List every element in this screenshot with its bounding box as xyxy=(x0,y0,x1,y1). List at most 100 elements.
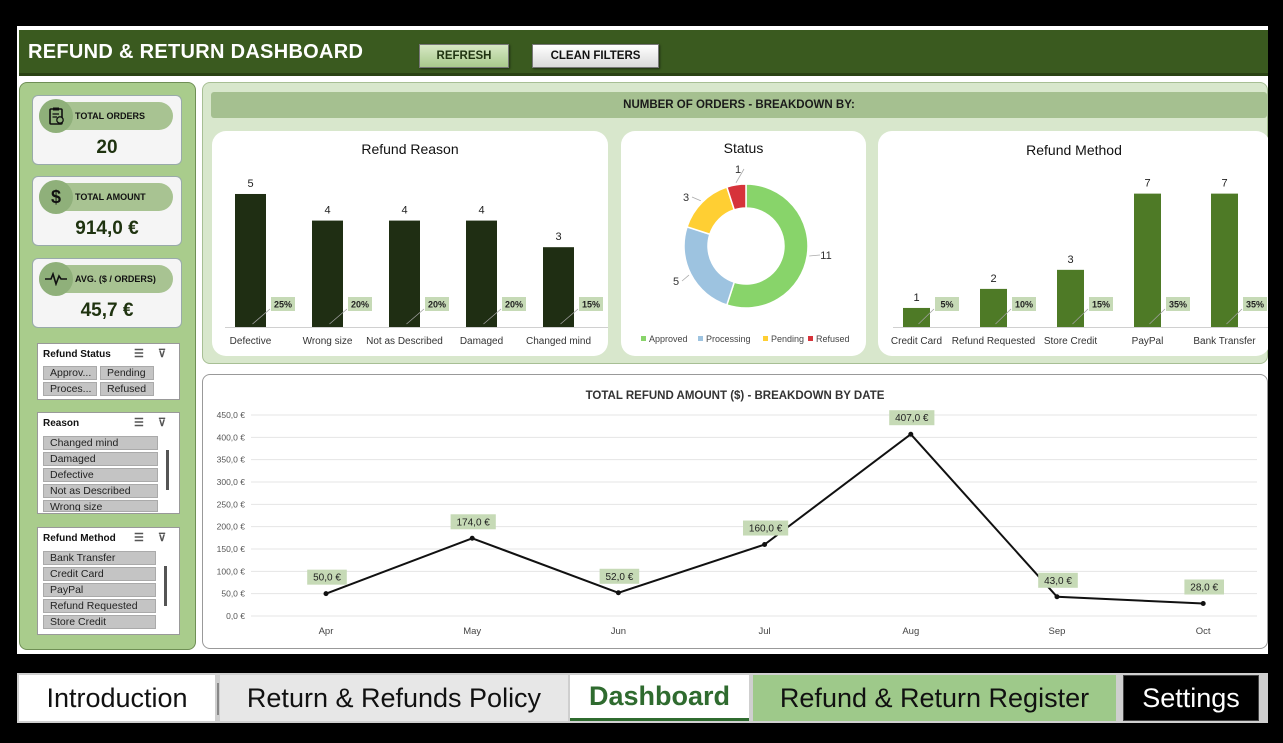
bar-value-label: 4 xyxy=(401,205,407,217)
multi-select-icon[interactable]: ☰ xyxy=(134,417,144,429)
slicer-item[interactable]: Changed mind xyxy=(43,436,158,450)
label-leader-line xyxy=(329,308,348,325)
slicer-item[interactable]: Refund Requested xyxy=(43,599,156,613)
slicer-title: Refund Status ☰ ⊽ xyxy=(38,344,179,364)
bar-value-label: 3 xyxy=(1067,254,1073,266)
data-point xyxy=(1054,594,1060,600)
bar xyxy=(466,220,497,327)
percent-label-box xyxy=(935,297,959,311)
multi-select-icon[interactable]: ☰ xyxy=(134,348,144,360)
clear-filter-icon[interactable]: ⊽ xyxy=(158,532,167,544)
tab-settings[interactable]: Settings xyxy=(1123,675,1259,721)
tab-introduction[interactable]: Introduction xyxy=(19,675,215,721)
percent-label-box xyxy=(271,297,295,311)
data-label: 174,0 € xyxy=(457,517,491,528)
data-point xyxy=(615,590,621,596)
data-label: 43,0 € xyxy=(1044,576,1072,587)
category-label: Bank Transfer xyxy=(1193,336,1256,347)
slicer-title-text: Reason xyxy=(43,417,80,429)
data-label: 28,0 € xyxy=(1190,582,1218,593)
bar xyxy=(235,193,266,327)
donut-slice xyxy=(725,183,747,211)
x-tick-label: Sep xyxy=(1049,626,1066,637)
slicer-refund-status: Refund Status ☰ ⊽ Approv... Pending Proc… xyxy=(37,343,180,400)
slicer-item[interactable]: Defective xyxy=(43,468,158,482)
clear-filter-icon[interactable]: ⊽ xyxy=(158,348,167,360)
data-label-box xyxy=(889,410,935,426)
tab-dashboard[interactable]: Dashboard xyxy=(570,675,749,721)
percent-label: 20% xyxy=(428,300,446,310)
data-label-box xyxy=(1038,572,1078,588)
slicer-item[interactable]: Refused xyxy=(100,382,154,396)
y-tick-label: 0,0 € xyxy=(226,611,245,621)
clean-filters-button[interactable]: CLEAN FILTERS xyxy=(532,44,659,68)
chart-title: TOTAL REFUND AMOUNT ($) - BREAKDOWN BY D… xyxy=(585,390,885,402)
x-tick-label: Aug xyxy=(902,626,919,637)
y-tick-label: 350,0 € xyxy=(217,455,246,465)
percent-label-box xyxy=(1243,297,1267,311)
kpi-total-amount: $ TOTAL AMOUNT 914,0 € xyxy=(32,176,182,246)
x-tick-label: Oct xyxy=(1196,626,1211,637)
category-label: Wrong size xyxy=(303,336,353,347)
percent-label-box xyxy=(1166,297,1190,311)
refresh-button[interactable]: REFRESH xyxy=(419,44,509,68)
bar xyxy=(1134,193,1161,327)
label-leader-line xyxy=(809,254,821,257)
slicer-title-text: Refund Status xyxy=(43,348,111,360)
slicer-item[interactable]: Bank Transfer xyxy=(43,551,156,565)
percent-label: 15% xyxy=(582,300,600,310)
percent-label-box xyxy=(502,297,526,311)
percent-label: 10% xyxy=(1015,300,1033,310)
bar xyxy=(980,288,1007,327)
bar xyxy=(903,307,930,327)
bar xyxy=(389,220,420,327)
dashboard-frame: REFUND & RETURN DASHBOARD REFRESH CLEAN … xyxy=(17,26,1268,654)
slicer-item[interactable]: Not as Described xyxy=(43,484,158,498)
data-label: 50,0 € xyxy=(313,573,341,584)
slicer-item[interactable]: Approv... xyxy=(43,366,97,380)
kpi-pill: AVG. ($ / ORDERS) xyxy=(39,262,173,296)
data-point xyxy=(1200,600,1206,606)
clear-filter-icon[interactable]: ⊽ xyxy=(158,417,167,429)
y-tick-label: 250,0 € xyxy=(217,499,246,509)
dashboard-header: REFUND & RETURN DASHBOARD REFRESH CLEAN … xyxy=(19,30,1268,76)
kpi-label: TOTAL AMOUNT xyxy=(75,192,146,202)
data-label-box xyxy=(743,520,789,536)
slicer-item[interactable]: Wrong size xyxy=(43,500,158,512)
slicer-scrollbar[interactable] xyxy=(166,450,169,490)
data-label-box xyxy=(450,514,496,530)
chart-title: Status xyxy=(723,140,764,156)
refund-amount-line-chart: 0,0 € 50,0 € 100,0 € 150,0 € 200,0 € 250,0 € 3… xyxy=(217,410,1257,637)
slicer-scrollbar[interactable] xyxy=(164,566,167,606)
data-label-box xyxy=(599,568,640,584)
x-tick-label: Jul xyxy=(759,626,771,637)
data-label: 160,0 € xyxy=(749,524,783,535)
refund-method-card: Refund Method 1 5% Credit Card 2 10% Refund R… xyxy=(878,131,1268,356)
multi-select-icon[interactable]: ☰ xyxy=(134,532,144,544)
label-leader-line xyxy=(1072,308,1089,325)
y-tick-label: 50,0 € xyxy=(221,589,245,599)
kpi-label: AVG. ($ / ORDERS) xyxy=(75,274,156,284)
label-leader-line xyxy=(1149,308,1166,325)
tab-return-refunds-policy[interactable]: Return & Refunds Policy xyxy=(220,675,568,721)
slicer-item[interactable]: Store Credit xyxy=(43,615,156,629)
data-label: 407,0 € xyxy=(895,413,929,424)
x-tick-label: May xyxy=(463,626,481,637)
sheet-tab-bar: Introduction Return & Refunds Policy Das… xyxy=(17,673,1268,723)
slicer-item[interactable]: Damaged xyxy=(43,452,158,466)
y-tick-label: 150,0 € xyxy=(217,544,246,554)
donut-slice xyxy=(725,183,809,309)
slicer-item[interactable]: Pending xyxy=(100,366,154,380)
slicer-item[interactable]: Credit Card xyxy=(43,567,156,581)
label-leader-line xyxy=(691,196,701,202)
slicer-item[interactable]: PayPal xyxy=(43,583,156,597)
tab-refund-return-register[interactable]: Refund & Return Register xyxy=(753,675,1116,721)
slicer-item[interactable]: Proces... xyxy=(43,382,97,396)
x-tick-label: Apr xyxy=(319,626,334,637)
category-label: Defective xyxy=(230,336,272,347)
category-label: Changed mind xyxy=(526,336,591,347)
y-tick-label: 300,0 € xyxy=(217,477,246,487)
percent-label-box xyxy=(1012,297,1036,311)
kpi-pill: $ TOTAL AMOUNT xyxy=(39,180,173,214)
